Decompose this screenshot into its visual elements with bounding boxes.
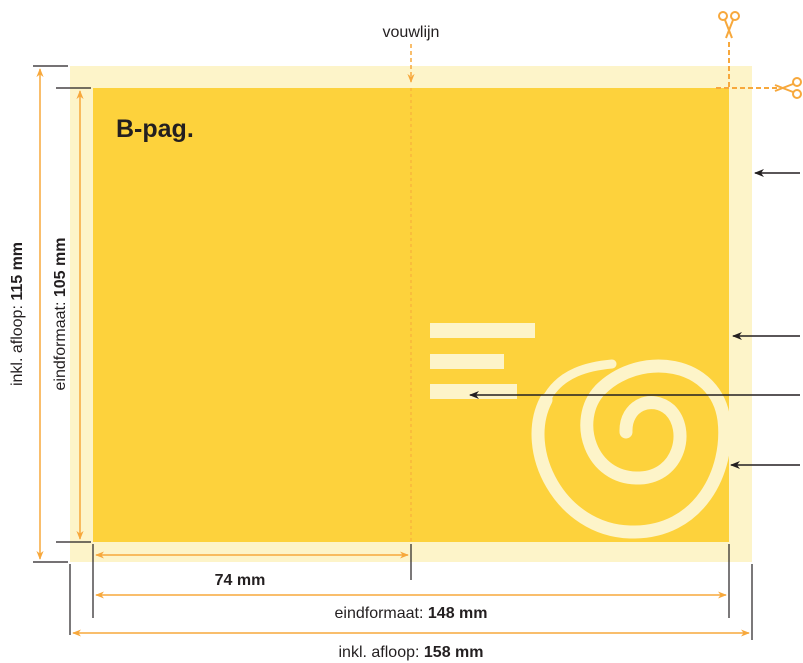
dim-half-label: 74 mm [215,572,266,589]
scissors-icon [774,77,802,99]
text-placeholder-line [430,323,535,338]
dim-width-bleed-label: inkl. afloop: 158 mm [339,644,484,661]
crop-marks [33,65,753,640]
dim-height-trim-label: eindformaat: 105 mm [52,238,69,391]
text-placeholder-line [430,354,504,369]
page-title: B-pag. [116,115,194,143]
scissors-icon [718,11,740,39]
dim-width-trim-label: eindformaat: 148 mm [335,605,488,622]
text-placeholder-line [430,384,517,399]
pointer-arrows [469,169,800,469]
dim-height-bleed-label: inkl. afloop: 115 mm [9,242,26,386]
fold-label: vouwlijn [383,24,440,41]
swirl-graphic [531,359,732,539]
